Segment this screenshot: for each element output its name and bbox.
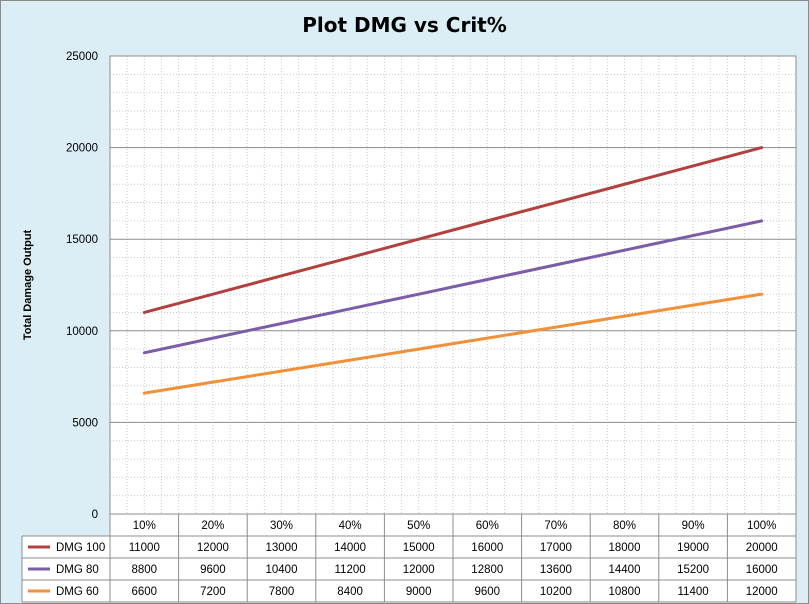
series-line-1 — [142, 146, 764, 314]
y-tick-label: 5000 — [72, 417, 98, 429]
y-tick-label: 15000 — [66, 234, 98, 246]
data-label: 7200 — [200, 586, 226, 598]
data-label: 10800 — [609, 586, 641, 598]
table-body-bg — [22, 536, 796, 602]
y-tick-label: 0 — [92, 509, 98, 521]
data-label: 8400 — [337, 586, 363, 598]
x-tick-label: 60% — [476, 520, 499, 532]
x-tick-label: 30% — [270, 520, 293, 532]
data-label: 9600 — [475, 586, 501, 598]
data-label: 11400 — [678, 586, 709, 598]
data-label: 16000 — [746, 564, 778, 576]
data-label: 14000 — [334, 542, 366, 554]
y-axis-label: Total Damage Output — [22, 229, 34, 340]
y-tick-label: 10000 — [66, 326, 98, 338]
data-label: 18000 — [609, 542, 641, 554]
x-tick-label: 100% — [747, 520, 776, 532]
x-tick-label: 20% — [201, 520, 224, 532]
x-tick-label: 80% — [613, 520, 636, 532]
data-label: 15200 — [677, 564, 709, 576]
data-table: 10% 20% 30% 40% 50% 60% 70% 80% 90% 100% DMG 100 11… — [21, 513, 797, 603]
data-label: 11200 — [335, 564, 366, 576]
data-label: 12000 — [197, 542, 229, 554]
x-tick-label: 50% — [407, 520, 430, 532]
data-label: 12800 — [471, 564, 503, 576]
series-line-2 — [142, 219, 764, 355]
data-label: 10200 — [540, 586, 572, 598]
y-axis-ticks: 0 5000 10000 15000 20000 25000 — [66, 51, 98, 521]
data-label: 20000 — [746, 542, 778, 554]
x-tick-label: 70% — [544, 520, 567, 532]
data-label: 8800 — [132, 564, 158, 576]
y-tick-label: 25000 — [66, 51, 98, 63]
data-label: 9600 — [200, 564, 226, 576]
x-tick-label: 10% — [133, 520, 156, 532]
data-label: 15000 — [403, 542, 435, 554]
data-label: 19000 — [677, 542, 709, 554]
legend-entry: DMG 80 — [56, 564, 99, 576]
y-tick-label: 20000 — [66, 143, 98, 155]
series-lines — [142, 146, 764, 395]
data-label: 10400 — [266, 564, 298, 576]
x-tick-label: 40% — [339, 520, 362, 532]
data-label: 12000 — [403, 564, 435, 576]
minor-gridlines — [110, 56, 796, 514]
series-line-3 — [142, 292, 764, 395]
data-label: 13000 — [266, 542, 298, 554]
data-label: 12000 — [746, 586, 778, 598]
data-label: 14400 — [609, 564, 641, 576]
legend-entry: DMG 60 — [56, 586, 99, 598]
data-label: 13600 — [540, 564, 572, 576]
legend-entry: DMG 100 — [56, 542, 105, 554]
data-label: 9000 — [406, 586, 432, 598]
data-label: 17000 — [540, 542, 572, 554]
x-tick-label: 90% — [682, 520, 705, 532]
data-label: 6600 — [132, 586, 158, 598]
data-label: 7800 — [269, 586, 295, 598]
chart-title: Plot DMG vs Crit% — [302, 13, 507, 37]
data-label: 16000 — [471, 542, 503, 554]
data-label: 11000 — [129, 542, 160, 554]
